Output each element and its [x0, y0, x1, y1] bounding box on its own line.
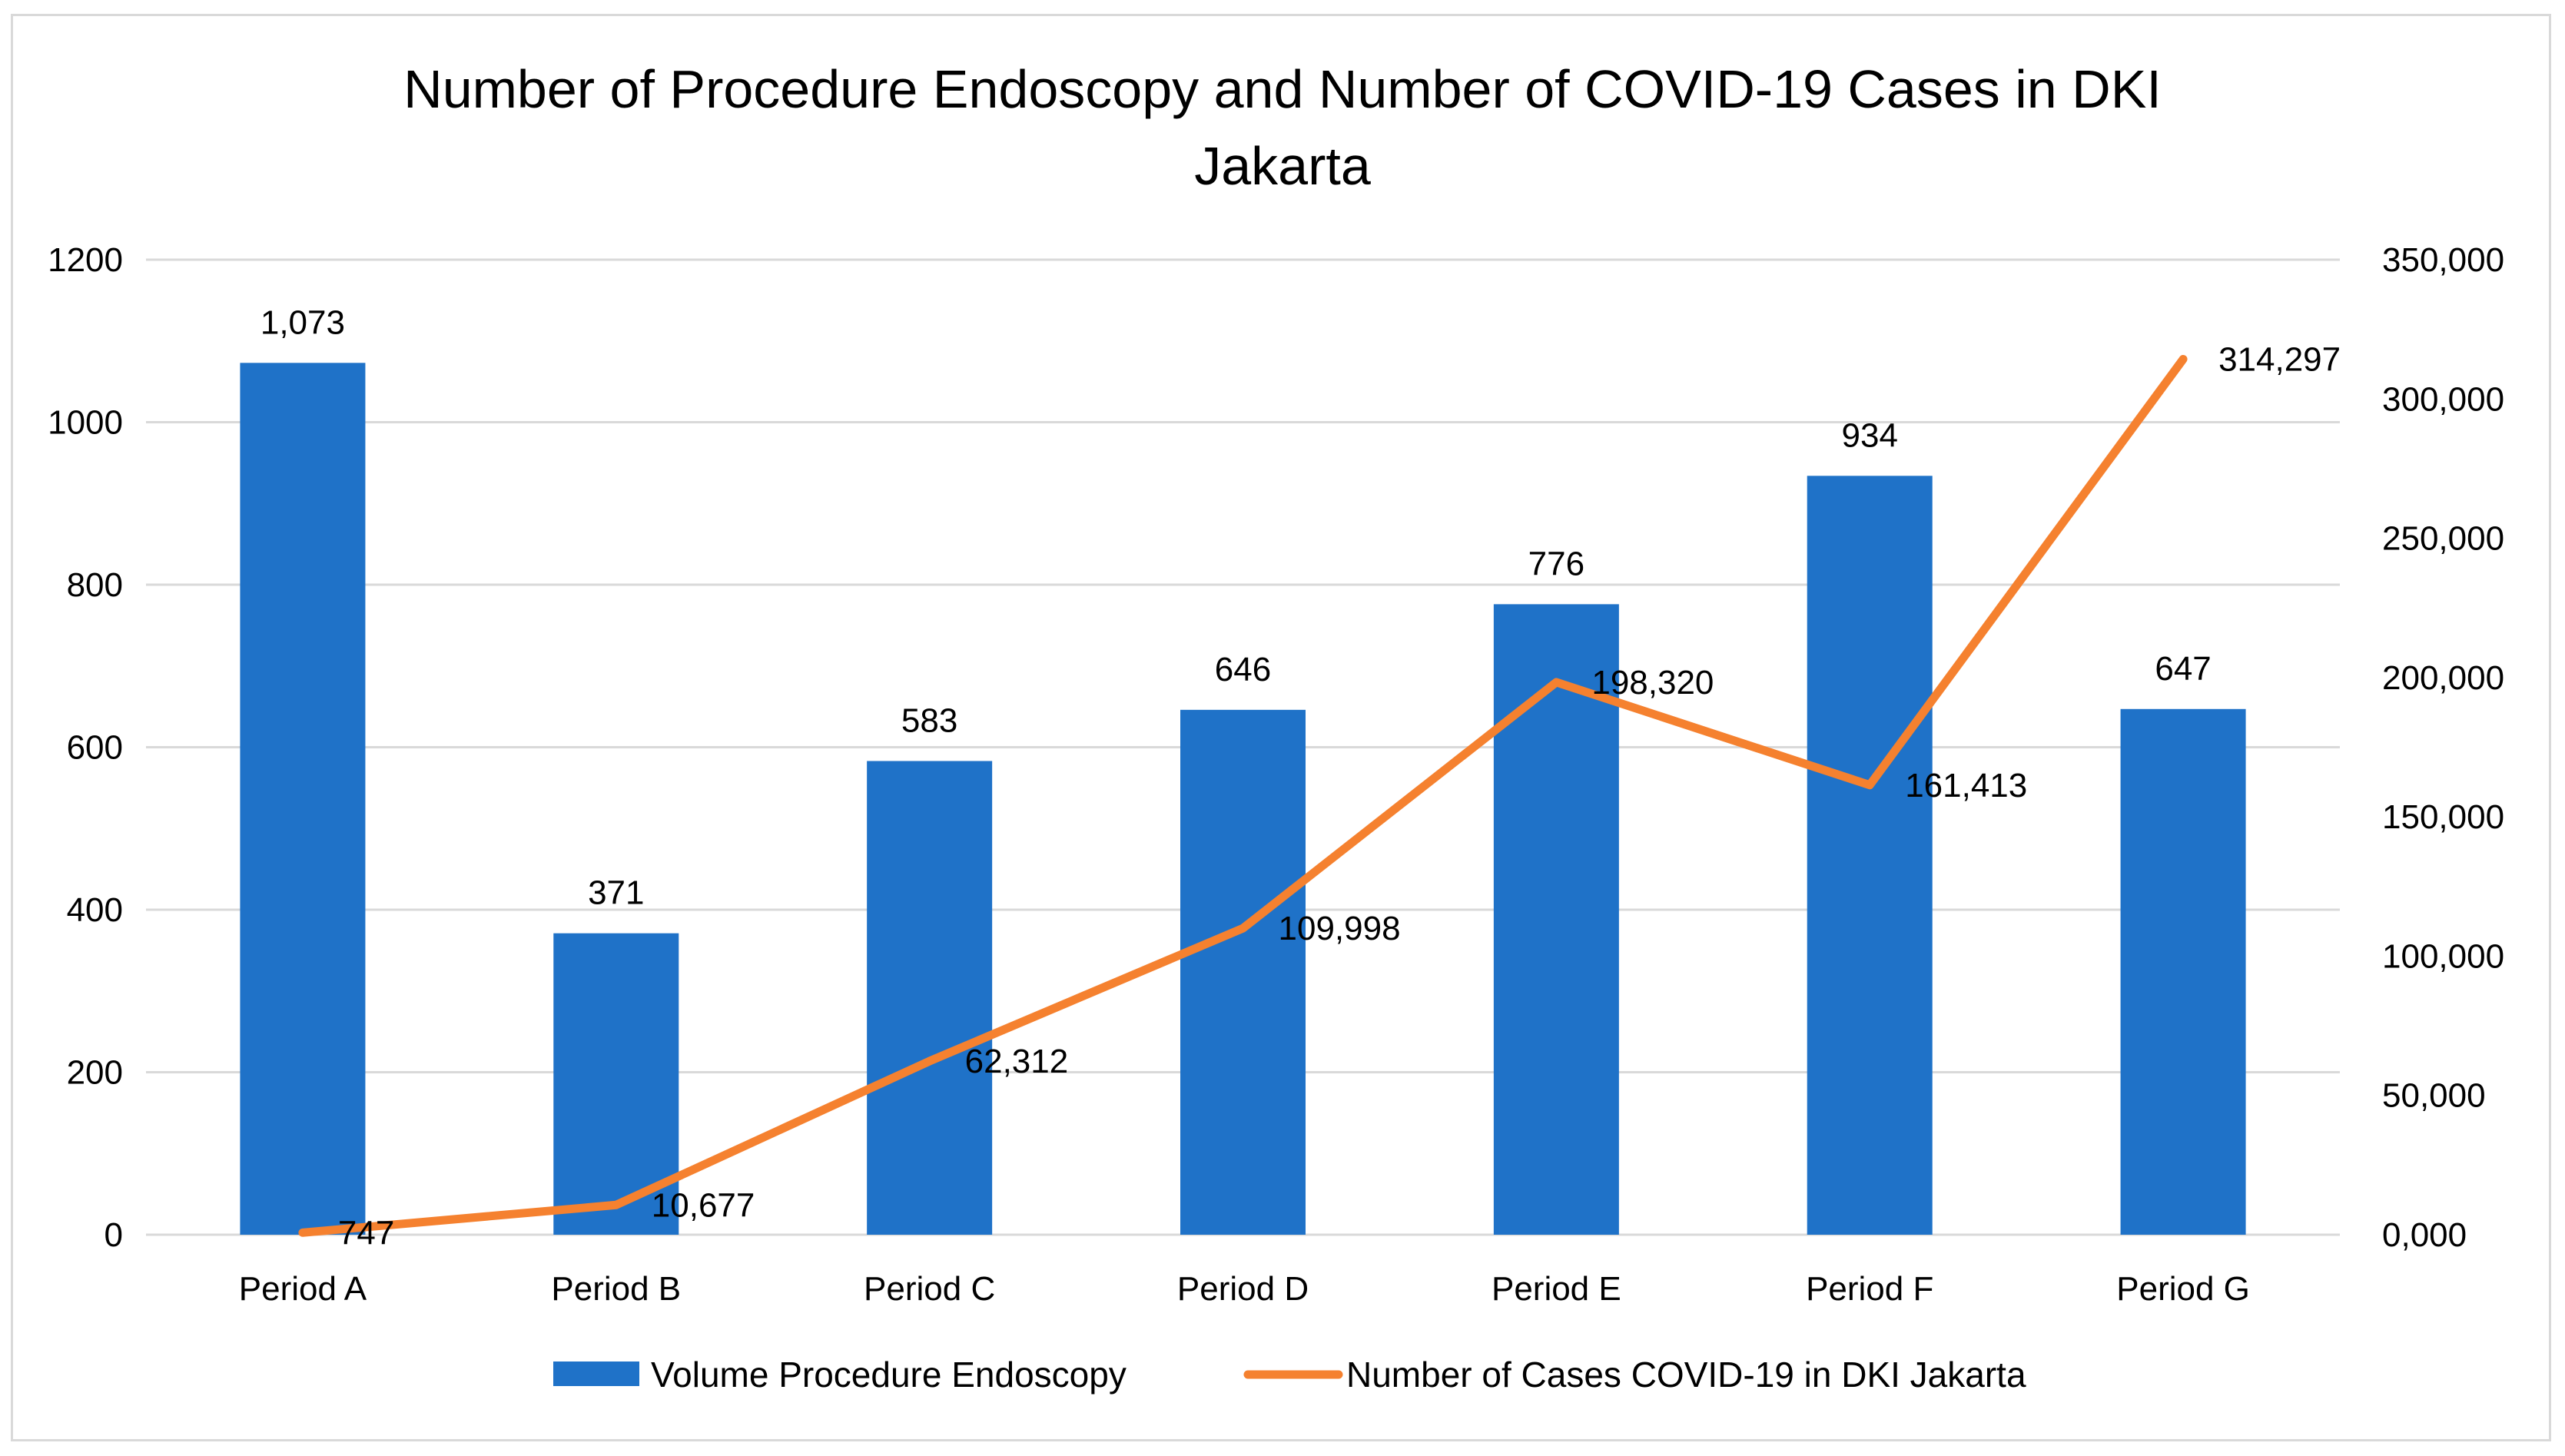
- line-point: [612, 1201, 620, 1209]
- x-axis-tick-label: Period A: [239, 1270, 367, 1308]
- bar-data-label: 371: [588, 874, 644, 912]
- bar-data-label: 647: [2155, 650, 2211, 688]
- bar: [2120, 708, 2246, 1235]
- bar-data-label: 934: [1842, 416, 1898, 454]
- right-axis-tick-label: 300,000: [2382, 380, 2504, 418]
- x-axis-tick-label: Period D: [1177, 1270, 1309, 1308]
- right-axis-tick-label: 50,000: [2382, 1077, 2486, 1115]
- x-axis-tick-label: Period B: [551, 1270, 681, 1308]
- line-data-label: 747: [338, 1214, 394, 1252]
- chart-title-line: Jakarta: [1194, 136, 1371, 196]
- right-axis-tick-label: 150,000: [2382, 798, 2504, 836]
- line-point: [1552, 678, 1561, 686]
- left-axis-tick-label: 600: [67, 729, 123, 767]
- line-point: [298, 1229, 307, 1237]
- left-axis-tick-label: 800: [67, 566, 123, 604]
- legend-bar-label: Volume Procedure Endoscopy: [651, 1355, 1127, 1395]
- bar: [867, 761, 993, 1235]
- right-axis-tick-label: 100,000: [2382, 937, 2504, 975]
- legend-line-label: Number of Cases COVID-19 in DKI Jakarta: [1346, 1355, 2026, 1395]
- chart-title: Number of Procedure Endoscopy and Number…: [403, 59, 2162, 196]
- bar: [1807, 476, 1933, 1235]
- left-axis-tick-label: 1000: [48, 404, 123, 442]
- line-series: [298, 354, 2188, 1237]
- line-point: [1866, 781, 1874, 789]
- line-data-label: 198,320: [1591, 664, 1714, 701]
- line-data-label: 62,312: [965, 1043, 1069, 1080]
- bar-series: [240, 363, 2246, 1235]
- left-axis-tick-label: 1200: [48, 241, 123, 279]
- gridlines: [146, 258, 2340, 1236]
- bar-data-label: 646: [1215, 651, 1271, 688]
- x-axis-tick-label: Period C: [864, 1270, 995, 1308]
- left-axis-tick-label: 400: [67, 891, 123, 929]
- left-axis-tick-label: 200: [67, 1054, 123, 1092]
- right-axis-ticks: 0,000 50,000 100,000 150,000 200,000 250,000 3…: [2382, 241, 2504, 1254]
- line-point: [2179, 355, 2188, 363]
- line-data-label: 161,413: [1905, 767, 2027, 804]
- x-axis-tick-label: Period G: [2116, 1270, 2250, 1308]
- right-axis-tick-label: 200,000: [2382, 659, 2504, 697]
- line-point: [925, 1057, 934, 1066]
- chart-title-line: Number of Procedure Endoscopy and Number…: [403, 59, 2162, 119]
- right-axis-tick-label: 250,000: [2382, 520, 2504, 558]
- bar-data-label: 583: [901, 701, 957, 739]
- legend-bar-swatch: [553, 1361, 639, 1386]
- bar: [1180, 709, 1306, 1235]
- x-axis-tick-label: Period E: [1492, 1270, 1621, 1308]
- line-data-label: 109,998: [1279, 910, 1401, 947]
- right-axis-tick-label: 350,000: [2382, 241, 2504, 279]
- bar-data-labels: 1,073 371 583 646 776 934 647: [260, 303, 2212, 911]
- line-data-labels: 747 10,677 62,312 109,998 198,320 161,413 314,…: [338, 340, 2341, 1252]
- line-data-label: 314,297: [2218, 340, 2341, 378]
- bar-data-label: 1,073: [260, 303, 345, 341]
- line-point: [1239, 924, 1247, 933]
- right-axis-tick-label: 0,000: [2382, 1216, 2467, 1254]
- x-axis-tick-label: Period F: [1806, 1270, 1933, 1308]
- bar: [240, 363, 366, 1235]
- bar: [1493, 604, 1619, 1235]
- x-axis-ticks: Period A Period B Period C Period D Period E…: [239, 1270, 2250, 1308]
- left-axis-ticks: 0 200 400 600 800 1000 1200: [48, 241, 123, 1254]
- left-axis-tick-label: 0: [105, 1216, 123, 1254]
- line-data-label: 10,677: [652, 1186, 755, 1224]
- legend: Volume Procedure Endoscopy Number of Case…: [553, 1355, 2026, 1395]
- bar-data-label: 776: [1528, 545, 1584, 582]
